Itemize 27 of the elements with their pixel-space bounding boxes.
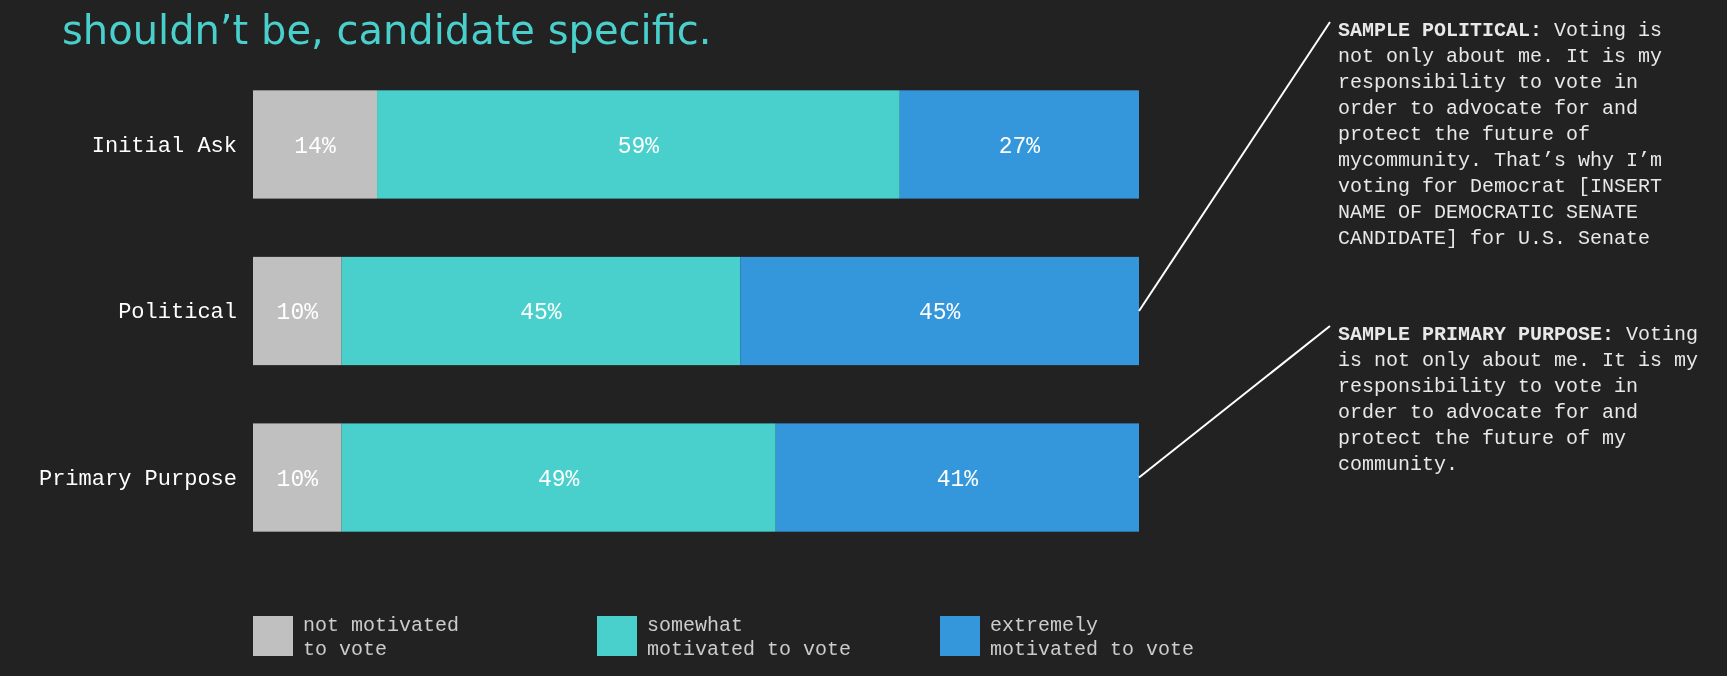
- data-label: 41%: [936, 466, 979, 493]
- bar: [740, 256, 1139, 366]
- data-label: 14%: [294, 133, 336, 160]
- y-tick-label: Initial Ask: [91, 133, 237, 159]
- bar: [253, 423, 342, 532]
- annotation: SAMPLE PRIMARY PURPOSE: Voting is not only about me. It is my responsibility to vote in order to advocate for and protect the future of my community.: [1338, 323, 1711, 476]
- data-label: 49%: [537, 466, 580, 493]
- bar: [253, 90, 378, 199]
- data-label: 10%: [276, 300, 319, 327]
- bar: [377, 90, 900, 199]
- bar: [341, 256, 741, 366]
- data-label: 10%: [276, 466, 319, 493]
- data-label: 45%: [520, 300, 562, 327]
- y-tick-label: Political: [118, 300, 237, 326]
- bar: [775, 423, 1139, 532]
- legend-label: extremely motivated to vote: [990, 614, 1195, 661]
- y-tick-label: Primary Purpose: [38, 466, 237, 492]
- data-label: 27%: [998, 133, 1041, 160]
- legend-label: not motivated to vote: [303, 614, 472, 661]
- bar: [341, 423, 776, 532]
- bar: [253, 256, 342, 366]
- text: SAMPLE POLITICAL: Voting is not only about me. It is my responsibility to vote in order to advocate for and protect the future of mycommunity. That’s why I’m voting for Democrat [INSERT NAME OF DEMOCRATIC SENATE CANDIDATE] for U.S. Senate: [1338, 19, 1663, 250]
- legend-label: somewhat motivated to vote: [647, 614, 852, 661]
- chart-title: shouldn’t be, candidate specific.: [62, 7, 712, 53]
- data-label: 45%: [918, 300, 961, 327]
- bar: [899, 90, 1139, 199]
- data-label: 59%: [617, 133, 660, 160]
